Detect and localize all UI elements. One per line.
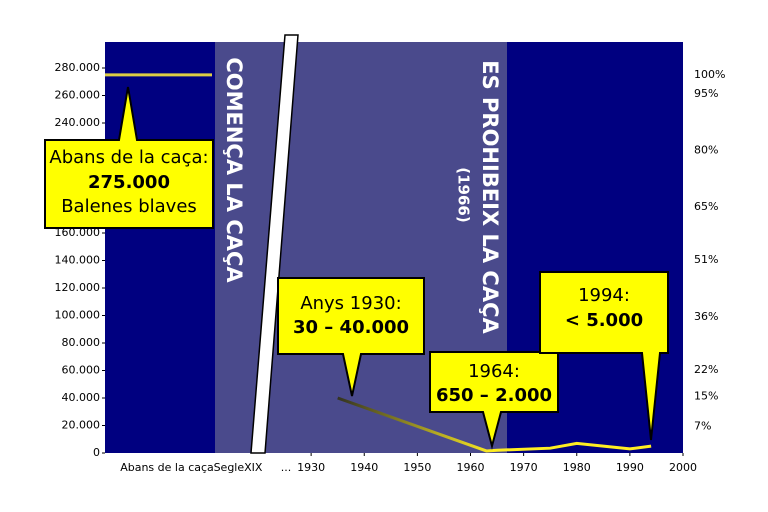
- x-tick-label: 1930: [297, 461, 325, 474]
- y2-tick-label: 51%: [694, 253, 718, 266]
- x-category-label: Abans de la caça: [120, 461, 214, 474]
- y-tick-label: 140.000: [55, 254, 101, 267]
- y2-tick-label: 95%: [694, 87, 718, 100]
- y2-tick-label: 100%: [694, 68, 725, 81]
- y-tick-label: 280.000: [55, 61, 101, 74]
- y-tick-label: 160.000: [55, 226, 101, 239]
- callout-heading: 1964:: [468, 361, 520, 382]
- y2-tick-label: 7%: [694, 420, 711, 433]
- callout-box: [277, 277, 425, 397]
- time-break: [250, 34, 299, 454]
- y2-tick-label: 36%: [694, 310, 718, 323]
- x-category-label: ...: [281, 461, 292, 474]
- ban-year-label: (1966): [455, 167, 473, 222]
- x-tick-label: 1980: [563, 461, 591, 474]
- y-tick-label: 260.000: [55, 89, 101, 102]
- y2-tick-label: 65%: [694, 200, 718, 213]
- population-line: [337, 396, 652, 453]
- callouts: Abans de la caça: 275.000 Balenes blaves An…: [44, 86, 669, 450]
- x-tick-label: 1990: [616, 461, 644, 474]
- y-tick-label: 80.000: [62, 336, 101, 349]
- hunting-start-label: COMENÇA LA CAÇA: [222, 57, 246, 283]
- y-tick-label: 240.000: [55, 116, 101, 129]
- callout-value: 650 – 2.000: [436, 385, 552, 406]
- x-category-label: SegleXIX: [214, 461, 263, 474]
- y2-tick-label: 22%: [694, 363, 718, 376]
- callout-heading: Anys 1930:: [300, 293, 401, 314]
- callout-box: [539, 271, 669, 441]
- y2-tick-label: 80%: [694, 144, 718, 157]
- callout-heading: Abans de la caça:: [49, 147, 208, 168]
- y-tick-label: 0: [93, 446, 100, 459]
- marks: 0 20.000 40.000 60.000 80.000 100.000 120.000 1…: [55, 61, 726, 474]
- callout-box: [44, 86, 214, 229]
- y-tick-label: 20.000: [62, 419, 101, 432]
- x-tick-label: 1950: [403, 461, 431, 474]
- callout-note: Balenes blaves: [61, 196, 197, 217]
- x-tick-label: 1970: [510, 461, 538, 474]
- ban-label: ES PROHIBEIX LA CAÇA: [478, 60, 502, 334]
- x-tick-label: 1960: [457, 461, 485, 474]
- y-tick-label: 120.000: [55, 281, 101, 294]
- y2-tick-label: 15%: [694, 389, 718, 402]
- y-tick-label: 60.000: [62, 364, 101, 377]
- callout-value: 30 – 40.000: [293, 317, 409, 338]
- x-tick-label: 2000: [669, 461, 697, 474]
- y-tick-label: 100.000: [55, 309, 101, 322]
- callout-box: [429, 351, 559, 450]
- callout-value: < 5.000: [565, 310, 643, 331]
- x-tick-label: 1940: [350, 461, 378, 474]
- y-tick-label: 40.000: [62, 391, 101, 404]
- callout-value: 275.000: [88, 172, 170, 193]
- callout-heading: 1994:: [578, 285, 630, 306]
